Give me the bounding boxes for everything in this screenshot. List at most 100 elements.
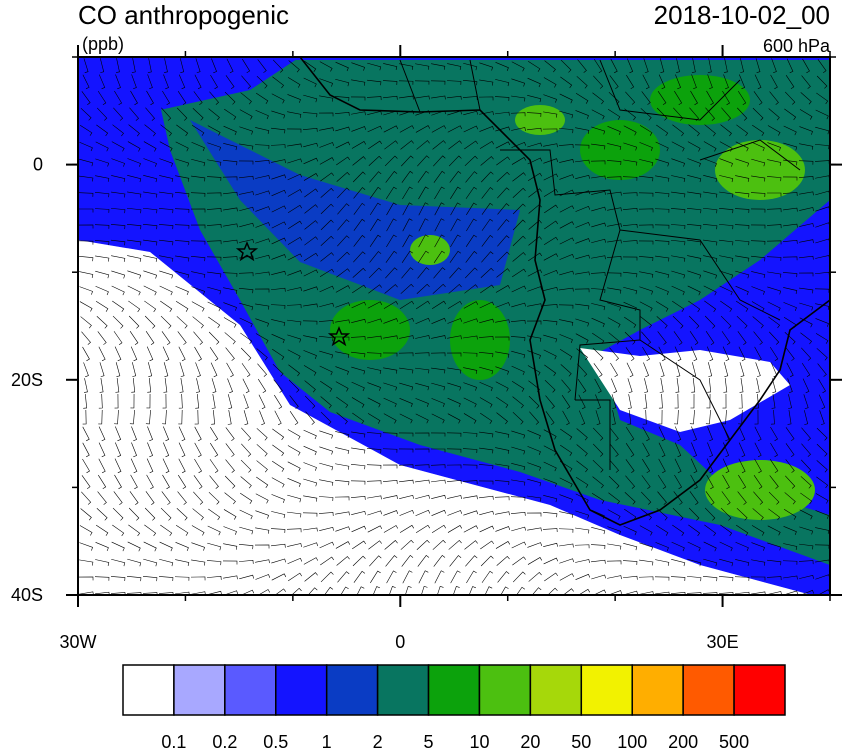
wind-barb — [816, 92, 829, 105]
wind-barb — [319, 446, 334, 455]
wind-barb — [770, 409, 775, 425]
wind-barb — [159, 175, 174, 183]
wind-barb — [143, 191, 158, 198]
wind-barb — [464, 155, 478, 167]
wind-barb — [674, 426, 682, 442]
wind-barb — [96, 124, 109, 137]
wind-barb — [671, 541, 685, 552]
wind-barb — [366, 464, 382, 469]
wind-barb — [98, 442, 106, 458]
wind-barb — [335, 61, 349, 72]
wind-barb — [274, 410, 282, 426]
wind-barb — [671, 175, 686, 182]
wind-barb — [606, 256, 622, 260]
wind-barb — [431, 494, 446, 499]
wind-barb — [736, 524, 749, 536]
wind-barb — [211, 378, 217, 393]
wind-barb — [688, 315, 700, 329]
colorbar-box — [682, 664, 735, 716]
wind-barb — [688, 300, 701, 313]
wind-barb — [96, 508, 108, 521]
wind-barb — [223, 142, 238, 151]
wind-barb — [111, 255, 126, 262]
wind-barb — [99, 58, 105, 73]
wind-barb — [544, 60, 556, 73]
wind-barb — [707, 58, 712, 73]
wind-barb — [255, 574, 271, 580]
wind-barb — [174, 208, 190, 213]
wind-barb — [304, 395, 316, 409]
wind-barb — [127, 285, 141, 296]
wind-barb — [723, 362, 729, 377]
wind-barb — [622, 192, 638, 197]
wind-barb — [687, 576, 702, 582]
wind-barb — [479, 366, 494, 375]
wind-barb — [657, 91, 667, 106]
wind-barb — [272, 363, 284, 377]
wind-barb — [272, 348, 285, 360]
wind-barb — [193, 475, 203, 489]
wind-barb — [366, 480, 382, 485]
wind-barb — [130, 474, 138, 490]
wind-barb — [798, 160, 814, 165]
wind-barb — [575, 254, 590, 260]
wind-barb — [688, 507, 700, 521]
wind-barb — [721, 331, 731, 345]
wind-barb — [527, 172, 543, 181]
wind-barb — [383, 510, 399, 516]
wind-barb — [511, 541, 527, 549]
wind-barb — [191, 271, 206, 278]
wind-barb — [114, 458, 122, 474]
wind-barb — [210, 426, 219, 442]
wind-barb — [481, 202, 494, 215]
wind-barb — [448, 284, 462, 294]
wind-barb — [606, 272, 622, 277]
wind-barb — [527, 557, 543, 565]
wind-barb — [127, 191, 142, 198]
wind-barb — [479, 318, 494, 324]
wind-barb — [478, 336, 494, 340]
wind-barb — [431, 382, 446, 391]
wind-barb — [657, 474, 667, 490]
wind-barb — [162, 393, 167, 409]
title: CO anthropogenic — [78, 0, 289, 30]
wind-barb — [240, 332, 253, 345]
wind-barb — [386, 570, 397, 584]
wind-barb — [239, 288, 254, 294]
wind-barb — [224, 475, 236, 489]
wind-barb — [659, 58, 665, 73]
wind-barb — [147, 442, 153, 458]
wind-barb — [480, 284, 494, 294]
wind-barb — [691, 442, 698, 458]
wind-barb — [560, 444, 573, 456]
wind-barb — [799, 287, 814, 294]
wind-barb — [638, 576, 654, 581]
wind-barb — [352, 171, 366, 183]
wind-barb — [624, 331, 636, 345]
wind-barb — [206, 176, 222, 181]
wind-barb — [462, 352, 478, 357]
wind-barb — [735, 191, 750, 198]
wind-barb — [255, 92, 269, 104]
wind-barb — [562, 410, 570, 426]
wind-barb — [543, 173, 559, 181]
wind-barb — [450, 234, 461, 248]
wind-barb — [161, 331, 171, 345]
wind-barb — [335, 511, 350, 516]
wind-barb — [255, 190, 271, 196]
wind-barb — [658, 409, 663, 425]
wind-barb — [643, 58, 649, 74]
wind-barb — [193, 91, 203, 105]
wind-barb — [737, 331, 747, 345]
wind-barb — [643, 362, 649, 378]
wind-barb — [240, 589, 255, 595]
wind-barb — [657, 491, 667, 505]
wind-barb — [575, 190, 591, 196]
wind-barb — [433, 267, 446, 279]
wind-barb — [782, 256, 798, 261]
wind-barb — [383, 95, 398, 100]
wind-barb — [625, 91, 636, 105]
wind-barb — [719, 285, 733, 296]
wind-barb — [559, 159, 574, 163]
wind-barb — [287, 204, 303, 214]
